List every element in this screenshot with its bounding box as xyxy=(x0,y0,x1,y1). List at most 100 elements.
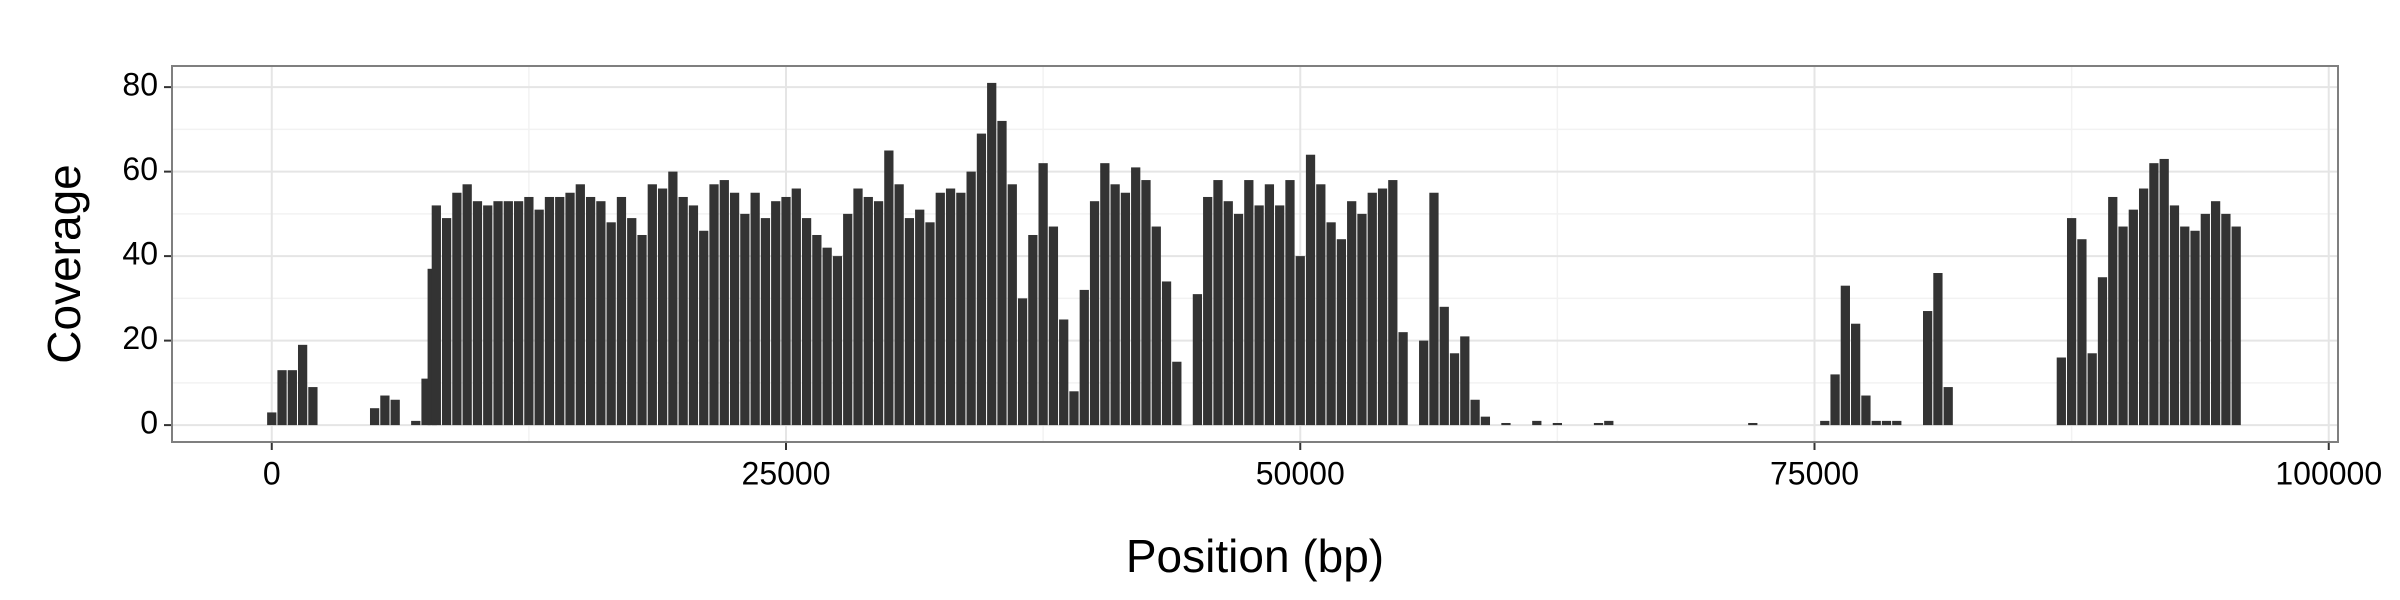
bar xyxy=(1923,311,1933,426)
bar xyxy=(2138,188,2149,426)
bar xyxy=(760,218,771,426)
bar xyxy=(904,218,915,426)
bar xyxy=(1851,323,1861,426)
bar xyxy=(493,201,503,426)
bar xyxy=(585,196,596,426)
bar xyxy=(267,412,277,426)
bar xyxy=(678,196,688,426)
bar xyxy=(1501,422,1511,426)
bar xyxy=(2231,226,2241,426)
bar xyxy=(277,370,287,426)
bar xyxy=(1861,395,1871,426)
bar xyxy=(843,213,853,426)
bar xyxy=(1892,420,1902,426)
bar xyxy=(1439,306,1449,426)
bar xyxy=(627,218,637,426)
x-tick-label: 75000 xyxy=(1770,455,1859,491)
plot-border xyxy=(171,65,2339,443)
bar xyxy=(1295,256,1305,426)
bar xyxy=(421,378,431,426)
bar xyxy=(555,196,565,426)
bar xyxy=(513,201,524,426)
bar xyxy=(935,192,945,426)
bar xyxy=(1264,184,1275,426)
bar xyxy=(1017,298,1028,426)
bar xyxy=(915,209,925,426)
bar xyxy=(524,196,534,426)
x-axis-title: Position (bp) xyxy=(1126,530,1384,582)
bar xyxy=(956,192,966,426)
bar xyxy=(441,218,452,426)
bar xyxy=(699,230,709,426)
x-tick-label: 50000 xyxy=(1256,455,1345,491)
bar xyxy=(884,150,894,426)
bar xyxy=(2159,158,2169,426)
bar xyxy=(575,184,585,426)
bar xyxy=(1429,192,1439,426)
bar xyxy=(2169,205,2180,426)
bar xyxy=(503,201,513,426)
bar xyxy=(740,213,750,426)
bar xyxy=(657,188,668,426)
bar xyxy=(1203,196,1213,426)
bar xyxy=(1933,273,1943,426)
bar xyxy=(966,171,976,426)
bar xyxy=(1244,180,1254,426)
bar xyxy=(1377,188,1388,426)
bar xyxy=(1552,422,1563,426)
bar xyxy=(1470,399,1480,426)
bar xyxy=(411,420,421,426)
bar xyxy=(853,188,863,426)
y-tick-label: 40 xyxy=(122,236,158,272)
bar xyxy=(1254,205,1264,426)
bar xyxy=(2077,239,2087,426)
bar xyxy=(1089,201,1100,426)
bar xyxy=(1110,184,1120,426)
bar xyxy=(287,370,297,426)
bar xyxy=(997,120,1007,426)
bar xyxy=(781,196,791,426)
bar xyxy=(606,222,616,426)
bar xyxy=(2200,213,2210,426)
bar xyxy=(2149,163,2159,426)
bar xyxy=(1100,163,1110,426)
bar xyxy=(483,205,493,426)
bar xyxy=(1079,289,1089,426)
bar xyxy=(1161,281,1172,426)
bar xyxy=(945,188,956,426)
bar xyxy=(1038,163,1048,426)
bar xyxy=(452,192,462,426)
bar xyxy=(647,184,657,426)
bar xyxy=(791,188,801,426)
bar xyxy=(801,218,812,426)
x-tick-label: 0 xyxy=(263,455,281,491)
bar xyxy=(2056,357,2066,426)
bar xyxy=(1748,422,1758,426)
bar xyxy=(1326,222,1336,426)
bar xyxy=(369,408,380,426)
bar xyxy=(380,395,390,426)
bar xyxy=(462,184,472,426)
bar xyxy=(1357,213,1367,426)
bar xyxy=(688,205,699,426)
bar xyxy=(596,201,606,426)
bar xyxy=(1943,387,1953,426)
bar xyxy=(1285,180,1295,426)
x-tick-label: 25000 xyxy=(742,455,831,491)
bar xyxy=(1820,420,1830,426)
bar xyxy=(873,201,884,426)
bar xyxy=(616,196,627,426)
bar xyxy=(668,171,678,426)
bar xyxy=(771,201,781,426)
bar xyxy=(1007,184,1017,426)
bar xyxy=(1233,213,1244,426)
bar xyxy=(1871,420,1881,426)
bar xyxy=(1480,416,1491,426)
bar xyxy=(750,192,760,426)
bar xyxy=(1131,167,1141,426)
bar xyxy=(1028,234,1038,426)
bar xyxy=(297,344,308,426)
bar xyxy=(832,256,843,426)
bar xyxy=(2128,209,2138,426)
bar xyxy=(2118,226,2128,426)
